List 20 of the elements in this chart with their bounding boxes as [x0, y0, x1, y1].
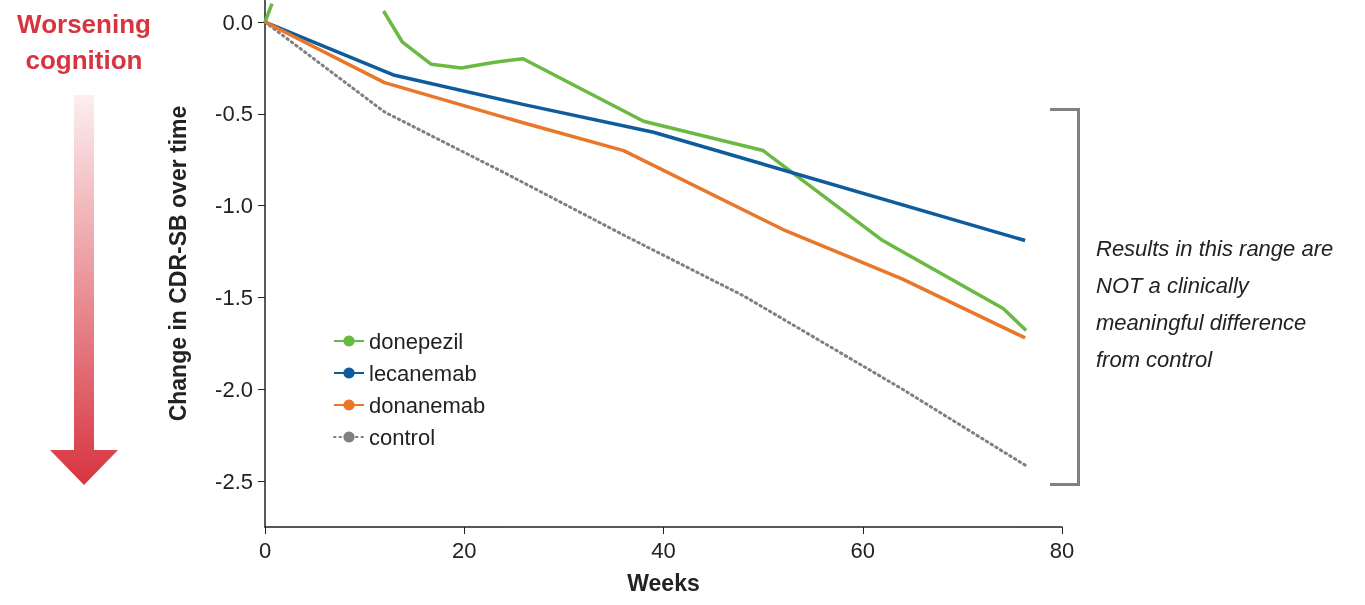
x-tick-label: 60: [850, 537, 875, 563]
x-tick-label: 0: [258, 537, 272, 563]
y-tick-label: -2.0: [215, 376, 253, 402]
y-tick-label: -1.5: [215, 284, 253, 310]
y-tick-label: -0.5: [215, 101, 253, 127]
x-axis-title: Weeks: [627, 569, 700, 596]
y-tick-label: -1.0: [215, 193, 253, 219]
legend-label: donepezil: [369, 328, 464, 354]
text: Results in this range are NOT a clinically meaningful difference from control: [1096, 235, 1335, 374]
text: Worsening cognition: [16, 8, 152, 77]
line-series: [263, 20, 1029, 468]
y-tick-label: 0.0: [222, 9, 253, 35]
legend-label: control: [369, 424, 436, 450]
legend-label: donanemab: [369, 392, 486, 418]
x-tick-label: 80: [1049, 537, 1075, 563]
legend-label: lecanemab: [369, 360, 477, 386]
x-tick-label: 40: [651, 537, 676, 563]
x-tick-label: 20: [452, 537, 477, 563]
y-tick-label: -2.5: [215, 468, 253, 494]
y-axis-title: Change in CDR-SB over time: [164, 105, 191, 422]
